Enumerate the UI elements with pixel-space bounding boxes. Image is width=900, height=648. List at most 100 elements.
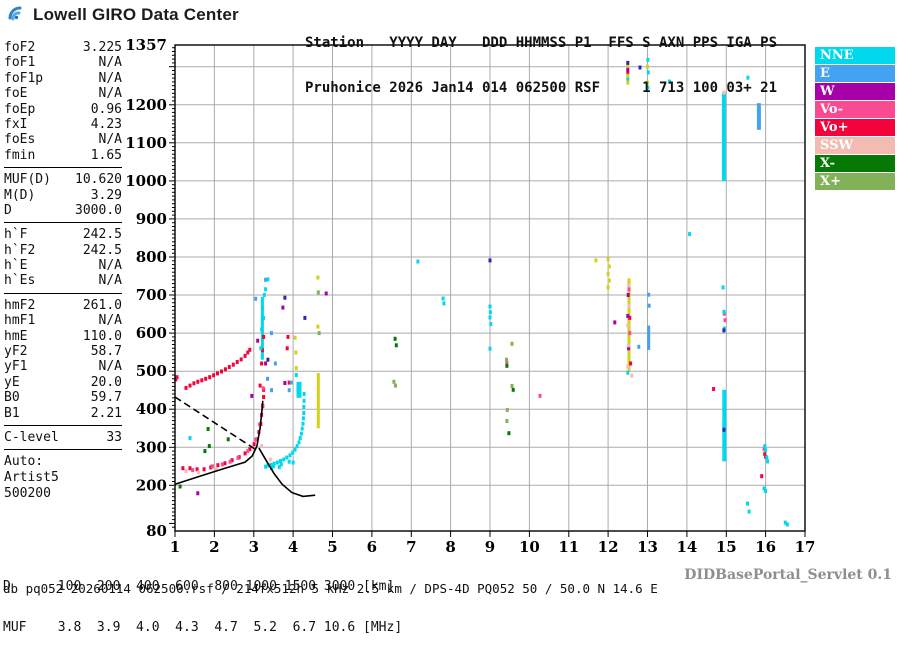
svg-text:9: 9 xyxy=(485,538,495,556)
svg-text:16: 16 xyxy=(755,538,776,556)
param-value: 242.5 xyxy=(82,242,122,258)
param-label: fxI xyxy=(4,116,28,132)
param-row: fxI 4.23 xyxy=(4,117,122,132)
param-label: hmF2 xyxy=(4,297,36,313)
param-label: fmin xyxy=(4,147,36,163)
param-value: 2.21 xyxy=(90,405,122,421)
param-row: fmin 1.65 xyxy=(4,148,122,163)
x-axis: 1 2 3 4 5 6 7 8 9 10 11 12 13 14 15 16 17 xyxy=(170,531,815,556)
param-row: foF1p N/A xyxy=(4,71,122,86)
echo-points-E xyxy=(254,277,651,393)
param-label: MUF(D) xyxy=(4,172,51,188)
svg-text:1: 1 xyxy=(170,538,180,556)
svg-text:600: 600 xyxy=(136,324,167,342)
param-value: 20.0 xyxy=(90,374,122,390)
param-label: foE xyxy=(4,86,28,102)
valley-arc xyxy=(258,447,316,498)
d-row: D 100 200 400 600 800 1000 1500 3000 [km… xyxy=(3,579,395,594)
legend-item-SSW: SSW xyxy=(815,137,895,154)
param-row: yF1 N/A xyxy=(4,359,122,374)
station-header: Station YYYY DAY DDD HHMMSS P1 FFS S AXN… xyxy=(305,6,777,111)
echo-points-Vo+ xyxy=(174,70,768,479)
param-row: foE N/A xyxy=(4,86,122,101)
y-axis: 80 200 300 400 500 600 700 800 900 1000 1100 1200 13… xyxy=(125,36,175,540)
param-value: 10.620 xyxy=(75,172,122,188)
echo-strips xyxy=(260,92,761,462)
param-label: h`Es xyxy=(4,273,36,289)
param-row: foF1 N/A xyxy=(4,55,122,70)
svg-text:1200: 1200 xyxy=(125,96,167,114)
param-row: foEp 0.96 xyxy=(4,102,122,117)
param-row: yF2 58.7 xyxy=(4,344,122,359)
svg-text:900: 900 xyxy=(136,210,167,228)
legend-item-Vo-: Vo- xyxy=(815,101,895,118)
echo-points-X- xyxy=(178,336,515,489)
echo-points-SSW xyxy=(184,90,726,475)
param-value: N/A xyxy=(98,313,122,329)
svg-text:4: 4 xyxy=(288,538,298,556)
param-value: 261.0 xyxy=(82,297,122,313)
muf-dashed-line xyxy=(174,396,258,451)
echo-points-X+ xyxy=(316,290,514,423)
param-value: 110.0 xyxy=(82,328,122,344)
param-value: N/A xyxy=(98,258,122,274)
param-label: foEp xyxy=(4,101,36,117)
param-label: foF1p xyxy=(4,70,44,86)
param-value: 242.5 xyxy=(82,227,122,243)
panel-divider xyxy=(4,424,122,426)
param-label: h`F xyxy=(4,227,28,243)
param-value: 0.96 xyxy=(90,101,122,117)
svg-text:80: 80 xyxy=(146,522,167,540)
legend-item-X-: X- xyxy=(815,155,895,172)
param-label: hmE xyxy=(4,328,28,344)
svg-text:500: 500 xyxy=(136,362,167,380)
svg-text:11: 11 xyxy=(558,538,579,556)
param-row: MUF(D) 10.620 xyxy=(4,172,122,187)
echo-points-Vo- xyxy=(191,287,766,473)
ionogram-plot: 80 200 300 400 500 600 700 800 900 1000 1100 1200 13… xyxy=(125,36,815,556)
station-header-values: Pruhonice 2026 Jan14 014 062500 RSF 1 71… xyxy=(305,80,778,96)
param-row: foEs N/A xyxy=(4,132,122,147)
param-row: h`F2 242.5 xyxy=(4,243,122,258)
param-label: foEs xyxy=(4,132,36,148)
param-value: 33 xyxy=(106,429,122,445)
param-value: 1.65 xyxy=(90,147,122,163)
profile-curve xyxy=(174,400,264,485)
muf-row: MUF 3.8 3.9 4.0 4.3 4.7 5.2 6.7 10.6 [MH… xyxy=(3,619,403,635)
legend-item-NNE: NNE xyxy=(815,47,895,64)
param-label: h`E xyxy=(4,258,28,274)
param-value: 4.23 xyxy=(90,116,122,132)
param-label: M(D) xyxy=(4,187,36,203)
profile-curves xyxy=(174,396,316,498)
svg-text:200: 200 xyxy=(136,476,167,494)
panel-divider xyxy=(4,449,122,451)
param-row: h`Es N/A xyxy=(4,273,122,288)
svg-text:8: 8 xyxy=(445,538,455,556)
legend-item-W: W xyxy=(815,83,895,100)
autoscaler-line: Artist5 xyxy=(4,470,59,486)
svg-text:5: 5 xyxy=(327,538,337,556)
param-value: 3000.0 xyxy=(75,202,122,218)
svg-text:400: 400 xyxy=(136,400,167,418)
legend-item-E: E xyxy=(815,65,895,82)
svg-text:7: 7 xyxy=(406,538,416,556)
param-label: B1 xyxy=(4,405,20,421)
param-label: foF1 xyxy=(4,55,36,71)
param-value: N/A xyxy=(98,55,122,71)
param-row: B1 2.21 xyxy=(4,406,122,421)
param-label: hmF1 xyxy=(4,313,36,329)
servlet-version-label: DIDBasePortal_Servlet 0.1 xyxy=(684,567,892,583)
legend-item-Vo+: Vo+ xyxy=(815,119,895,136)
param-value: 3.225 xyxy=(82,40,122,55)
echo-points-Y xyxy=(293,63,649,371)
param-row: hmE 110.0 xyxy=(4,329,122,344)
param-row: h`F 242.5 xyxy=(4,227,122,242)
dmuf-table: D 100 200 400 600 800 1000 1500 3000 [km… xyxy=(3,553,402,648)
param-value: N/A xyxy=(98,132,122,148)
parameter-panel: foF2 3.225 foF1 N/A foF1p N/A foE N/A foEp 0.96 fx… xyxy=(4,40,122,502)
param-row: B0 59.7 xyxy=(4,390,122,405)
svg-text:10: 10 xyxy=(519,538,540,556)
param-row: h`E N/A xyxy=(4,258,122,273)
svg-text:700: 700 xyxy=(136,286,167,304)
param-row: M(D) 3.29 xyxy=(4,188,122,203)
